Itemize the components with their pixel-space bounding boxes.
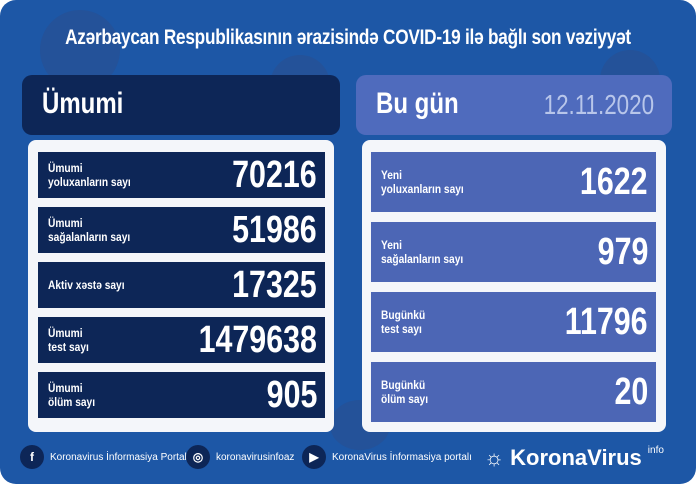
- stat-row: Ümumi sağalanların sayı 51986: [38, 207, 325, 253]
- total-header: Ümumi: [22, 75, 340, 135]
- stat-value: 979: [597, 230, 648, 273]
- stat-label: Yeni sağalanların sayı: [381, 238, 464, 266]
- today-heading: Bu gün: [376, 87, 459, 120]
- instagram-icon: ◎: [186, 445, 210, 469]
- stat-row: Ümumi test sayı 1479638: [38, 317, 325, 363]
- stat-label: Yeni yoluxanların sayı: [381, 168, 464, 196]
- stat-label: Ümumi sağalanların sayı: [48, 216, 131, 244]
- stat-label: Bugünkü ölüm sayı: [381, 378, 429, 406]
- stat-label: Bugünkü test sayı: [381, 308, 426, 336]
- brand-logo: ☼ KoronaVirus info: [484, 445, 664, 471]
- youtube-link[interactable]: ▶ KoronaVirus İnformasiya portalı: [302, 445, 472, 469]
- stat-value: 905: [266, 373, 317, 416]
- stat-row: Yeni yoluxanların sayı 1622: [371, 152, 656, 212]
- stat-label: Ümumi yoluxanların sayı: [48, 161, 131, 189]
- stat-value: 20: [614, 370, 648, 413]
- stat-label: Ümumi test sayı: [48, 326, 89, 354]
- facebook-label: Koronavirus İnformasiya Portalı: [50, 451, 190, 463]
- brand-suffix: info: [647, 445, 664, 456]
- stat-label: Aktiv xəstə sayı: [48, 278, 125, 292]
- stat-row: Yeni sağalanların sayı 979: [371, 222, 656, 282]
- stat-row: Ümumi ölüm sayı 905: [38, 372, 325, 418]
- sun-virus-icon: ☼: [484, 445, 505, 470]
- brand-name: KoronaVirus: [510, 445, 642, 470]
- facebook-link[interactable]: f Koronavirus İnformasiya Portalı: [20, 445, 190, 469]
- stat-row: Aktiv xəstə sayı 17325: [38, 262, 325, 308]
- stat-label: Ümumi ölüm sayı: [48, 381, 96, 409]
- footer: f Koronavirus İnformasiya Portalı ◎ korona…: [0, 445, 696, 475]
- stat-row: Ümumi yoluxanların sayı 70216: [38, 152, 325, 198]
- stat-value: 1622: [580, 160, 648, 203]
- youtube-icon: ▶: [302, 445, 326, 469]
- stat-value: 11796: [565, 300, 648, 343]
- page-title: Azərbaycan Respublikasının ərazisində CO…: [65, 26, 631, 49]
- instagram-link[interactable]: ◎ koronavirusinfoaz: [186, 445, 294, 469]
- instagram-label: koronavirusinfoaz: [216, 451, 295, 463]
- stat-value: 51986: [232, 208, 317, 251]
- today-header: Bu gün 12.11.2020: [356, 75, 672, 135]
- stat-row: Bugünkü test sayı 11796: [371, 292, 656, 352]
- facebook-icon: f: [20, 445, 44, 469]
- stat-value: 17325: [232, 263, 317, 306]
- date: 12.11.2020: [543, 89, 654, 120]
- stat-value: 70216: [232, 153, 317, 196]
- stat-value: 1479638: [198, 318, 317, 361]
- youtube-label: KoronaVirus İnformasiya portalı: [332, 451, 472, 463]
- total-heading: Ümumi: [42, 87, 124, 120]
- stat-row: Bugünkü ölüm sayı 20: [371, 362, 656, 422]
